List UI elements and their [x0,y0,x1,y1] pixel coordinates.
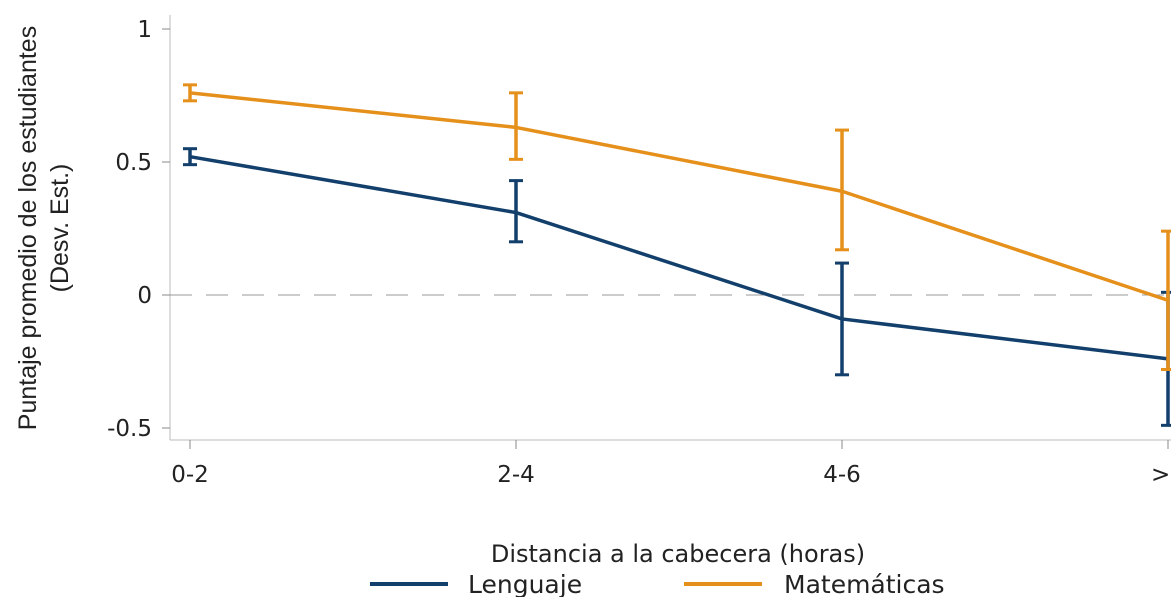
legend: Lenguaje Matemáticas [370,570,945,597]
error-bar [183,83,197,103]
error-bar [835,128,849,252]
y-axis-title: Puntaje promedio de los estudiantes (Desv… [14,26,74,430]
x-tick-label: >6 [1151,462,1171,488]
series-layer [183,83,1171,427]
error-bar [835,261,849,377]
y-tick-label: 0 [137,283,152,309]
y-tick-label: 1 [137,17,152,43]
x-tick-label: 4-6 [823,462,861,488]
error-bar [183,147,197,167]
x-axis-title-group: Distancia a la cabecera (horas) [491,540,865,568]
axes: -0.5 0 0.5 1 0-2 2-4 4-6 >6 [107,15,1171,488]
series-line [189,91,1169,302]
legend-label: Matemáticas [784,570,945,597]
x-tick-label: 2-4 [497,462,535,488]
error-bar [509,91,523,161]
y-axis-title-line-1: Puntaje promedio de los estudiantes [14,26,42,430]
legend-item: Lenguaje [370,570,582,597]
y-axis-title-line-2: (Desv. Est.) [46,164,74,293]
legend-item: Matemáticas [684,570,945,597]
x-tick-label: 0-2 [171,462,209,488]
series-lenguaje [183,147,1171,427]
error-bar [1161,229,1171,371]
y-tick-label: -0.5 [107,416,152,442]
series-line [189,154,1169,361]
legend-label: Lenguaje [468,570,582,597]
x-axis-title: Distancia a la cabecera (horas) [491,540,865,568]
y-tick-label: 0.5 [115,150,152,176]
series-matematicas [183,83,1171,371]
error-bar [509,179,523,244]
